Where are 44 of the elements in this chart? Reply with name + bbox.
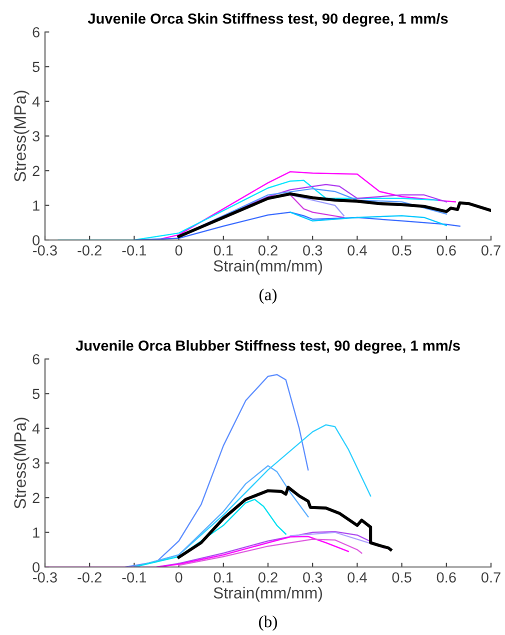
text: (b) — [259, 616, 277, 631]
x-tick-label: 0.1 — [214, 245, 233, 256]
y-tick-label: 0 — [32, 562, 40, 572]
y-tick-label: 2 — [32, 166, 40, 176]
x-tick-label: 0.4 — [348, 572, 367, 583]
x-tick-label: 0.6 — [436, 572, 456, 583]
y-axis-title: Stress(MPa) — [14, 418, 30, 509]
y-tick-label: 3 — [32, 458, 40, 468]
y-tick-label: 5 — [32, 62, 40, 72]
y-tick-label: 1 — [33, 200, 40, 211]
x-tick-label: 0.3 — [303, 572, 322, 583]
x-tick-label: 0.4 — [348, 245, 367, 256]
x-tick-label: -0.2 — [78, 572, 102, 583]
x-tick-label: 0.2 — [258, 245, 278, 256]
y-axis-title: Stress(MPa) — [14, 90, 30, 182]
x-tick-label: -0.2 — [78, 245, 102, 256]
x-tick-label: -0.1 — [122, 245, 146, 256]
x-tick-label: -0.3 — [33, 572, 57, 583]
x-tick-label: 0.5 — [392, 572, 412, 583]
y-tick-label: 4 — [32, 424, 40, 434]
y-tick-label: 2 — [32, 492, 40, 503]
x-tick-label: 0.7 — [481, 572, 500, 583]
text: (a) — [259, 288, 277, 304]
y-tick-label: 0 — [32, 235, 40, 246]
x-tick-label: 0.2 — [258, 572, 278, 583]
x-tick-label: 0 — [175, 572, 182, 583]
y-tick-label: 6 — [32, 354, 40, 364]
chart-title: Juvenile Orca Skin Stiffness test, 90 degree, 1 mm/s — [88, 13, 448, 27]
y-tick-label: 3 — [32, 131, 40, 142]
x-tick-label: 0.5 — [392, 245, 412, 256]
x-tick-label: 0.1 — [214, 572, 233, 583]
y-tick-label: 1 — [33, 528, 40, 538]
y-tick-label: 4 — [32, 96, 40, 107]
x-tick-label: 0 — [175, 245, 182, 256]
y-tick-label: 6 — [32, 27, 40, 38]
x-tick-label: -0.1 — [122, 572, 146, 583]
x-axis-title: Strain(mm/mm) — [214, 586, 322, 602]
chart-title: Juvenile Orca Blubber Stiffness test, 90 degree, 1 mm/s — [76, 340, 460, 354]
x-axis-title: Strain(mm/mm) — [214, 260, 322, 275]
x-tick-label: -0.3 — [33, 245, 57, 256]
x-tick-label: 0.3 — [303, 245, 322, 256]
x-tick-label: 0.6 — [436, 245, 456, 256]
y-tick-label: 5 — [32, 388, 40, 400]
x-tick-label: 0.7 — [481, 245, 500, 256]
